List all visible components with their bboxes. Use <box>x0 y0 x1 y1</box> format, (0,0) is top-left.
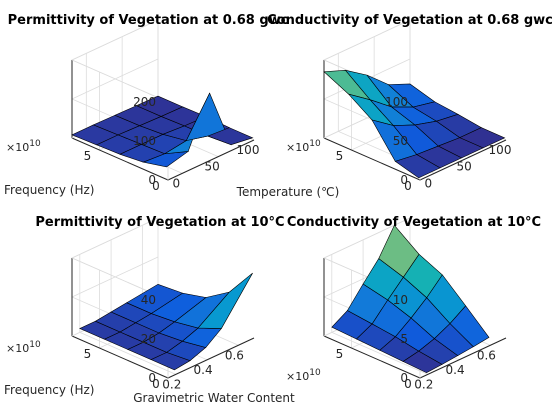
y-tick-label: 5 <box>336 347 344 361</box>
x-tick-label: 0.4 <box>194 363 213 377</box>
z-tick-label: 100 <box>133 134 156 148</box>
x-tick-label: 0 <box>173 176 181 190</box>
subplot-title: Conductivity of Vegetation at 0.68 gwc <box>267 13 553 28</box>
surface-patch <box>206 127 254 146</box>
subplot-1: 0 100 200 0 50 100 0 5 ×1010 Permittivity of Vege… <box>4 13 339 199</box>
axis-edge <box>71 19 159 61</box>
y-tick-label: 5 <box>336 149 344 163</box>
z-tick-label: 0 <box>148 371 156 385</box>
surface-patch <box>197 272 253 329</box>
axis-edge <box>167 139 255 181</box>
axis-edge <box>323 335 421 379</box>
ticks: 0 20 40 0.2 0.4 0.6 0 5 <box>84 293 244 391</box>
x-tick-label: 0.2 <box>162 377 181 391</box>
y-axis-label: Frequency (Hz) <box>4 183 95 197</box>
y-tick-exponent: ×1010 <box>286 368 321 383</box>
surface <box>323 69 506 179</box>
z-tick-label: 0 <box>400 173 408 187</box>
y-tick-label: 0 <box>404 377 412 391</box>
z-tick-label: 20 <box>141 332 156 346</box>
ticks: 0 5 10 0.2 0.4 0.6 0 5 <box>336 293 496 391</box>
ticks: 0 100 200 0 50 100 0 5 <box>84 95 260 193</box>
x-tick-label: 0.6 <box>225 348 244 362</box>
axis-edge <box>323 217 411 259</box>
y-tick-label: 5 <box>84 149 92 163</box>
surface <box>71 92 254 168</box>
surface-patch <box>449 305 490 348</box>
axis-edge <box>323 137 421 181</box>
axis-edge <box>71 59 169 103</box>
y-tick-exponent: ×1010 <box>6 139 41 154</box>
subplot-2: 0 50 100 0 50 100 0 5 ×1010 Conductivity of Veget… <box>267 13 553 193</box>
surface-patch <box>459 127 506 149</box>
subplot-title: Permittivity of Vegetation at 10°C <box>35 215 284 230</box>
axis-edge <box>167 337 255 379</box>
z-tick-label: 100 <box>385 95 408 109</box>
y-tick-label: 5 <box>84 347 92 361</box>
z-tick-label: 40 <box>141 293 156 307</box>
y-tick-exponent: ×1010 <box>6 340 41 355</box>
surface <box>79 272 253 371</box>
axis-edge <box>419 139 507 181</box>
z-tick-label: 10 <box>393 293 408 307</box>
x-tick-label: 100 <box>237 143 260 157</box>
x-tick-label: 50 <box>205 160 220 174</box>
x-axis-label: Gravimetric Water Content <box>133 391 295 405</box>
y-tick-exponent: ×1010 <box>286 139 321 154</box>
z-tick-label: 0 <box>148 173 156 187</box>
y-axis-label: Frequency (Hz) <box>4 383 95 397</box>
subplot-4: 0 5 10 0.2 0.4 0.6 0 5 ×1010 Conductivity of Vege… <box>286 215 541 391</box>
z-tick-label: 200 <box>133 95 156 109</box>
x-tick-label: 0.6 <box>477 348 496 362</box>
x-tick-label: 0.2 <box>414 377 433 391</box>
x-tick-label: 0.4 <box>446 363 465 377</box>
axis-edge <box>71 335 169 379</box>
axis-edge <box>419 337 507 379</box>
axis-edge <box>323 19 411 61</box>
y-tick-label: 0 <box>152 377 160 391</box>
axis-edge <box>71 137 169 181</box>
ticks: 0 50 100 0 50 100 0 5 <box>336 95 512 193</box>
y-tick-label: 0 <box>152 179 160 193</box>
z-tick-label: 5 <box>400 332 408 346</box>
subplot-title: Permittivity of Vegetation at 0.68 gwc <box>8 13 289 28</box>
x-tick-label: 100 <box>489 143 512 157</box>
x-tick-label: 50 <box>457 160 472 174</box>
z-tick-label: 0 <box>400 371 408 385</box>
z-tick-label: 50 <box>393 134 408 148</box>
x-tick-label: 0 <box>425 176 433 190</box>
y-tick-label: 0 <box>404 179 412 193</box>
subplot-3: 0 20 40 0.2 0.4 0.6 0 5 ×1010 Permittivity of Veg… <box>4 215 295 405</box>
x-axis-label: Temperature (℃) <box>236 185 340 199</box>
axis-edge <box>71 217 159 259</box>
subplot-title: Conductivity of Vegetation at 10°C <box>287 215 541 230</box>
surface <box>331 224 490 374</box>
